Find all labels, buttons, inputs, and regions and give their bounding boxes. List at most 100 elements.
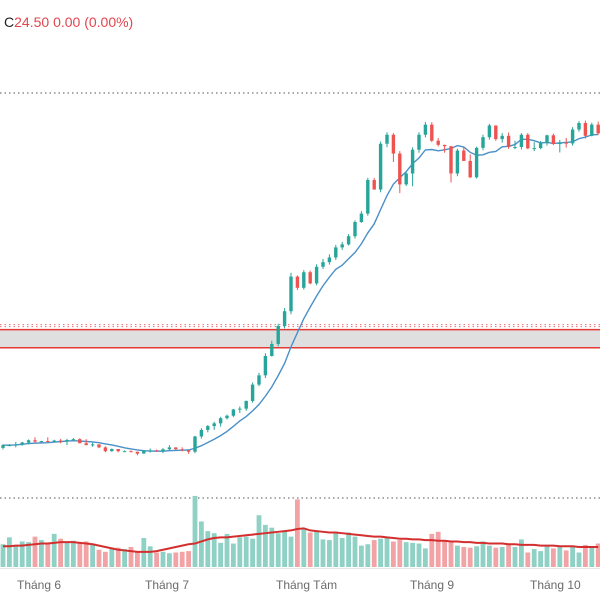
candle-body	[78, 439, 82, 444]
price-ma-line	[3, 133, 599, 452]
volume-bar	[282, 531, 287, 567]
candle-body	[596, 124, 600, 134]
volume-bar	[218, 542, 223, 567]
volume-bar	[493, 547, 499, 567]
candle-body	[545, 135, 549, 144]
candle-body	[90, 444, 95, 446]
volume-bar	[154, 552, 159, 567]
volume-bar	[45, 542, 51, 567]
volume-bar	[224, 533, 230, 567]
candle-body	[167, 447, 172, 450]
candle-body	[7, 445, 12, 447]
candle-body	[590, 124, 594, 136]
volume-bar	[557, 546, 563, 567]
volume-bar	[64, 542, 70, 567]
volume-bar	[269, 527, 275, 567]
volume-bar	[160, 551, 166, 567]
volume-bar	[448, 540, 454, 567]
candle-body	[193, 436, 197, 452]
candle-body	[39, 441, 44, 443]
volume-bar	[13, 546, 19, 567]
candle-body	[494, 125, 498, 140]
volume-bar	[576, 552, 582, 567]
candle-body	[487, 125, 492, 138]
candle-body	[212, 423, 216, 427]
volume-bar	[423, 548, 428, 567]
volume-bar	[442, 540, 447, 567]
candle-body	[65, 439, 69, 442]
candle-body	[346, 236, 351, 245]
candle-body	[263, 355, 268, 376]
volume-bar	[192, 495, 198, 567]
volume-bar	[301, 529, 307, 567]
candle-body	[378, 143, 383, 190]
candle-body	[404, 173, 408, 185]
volume-bar	[77, 542, 83, 567]
candle-body	[270, 343, 274, 356]
candle-body	[174, 447, 178, 450]
candle-body	[84, 443, 88, 446]
candle-body	[122, 451, 127, 453]
candle-body	[506, 135, 511, 148]
volume-bar	[51, 533, 57, 567]
volume-bar	[455, 545, 460, 567]
candle-body	[462, 150, 466, 161]
volume-bar	[519, 539, 524, 567]
candle-body	[110, 449, 114, 452]
candle-body	[513, 147, 517, 149]
candle-body	[186, 450, 191, 452]
candle-body	[583, 123, 588, 136]
close-value: 24.50	[14, 14, 50, 30]
candle-body	[180, 449, 184, 451]
volume-bar	[115, 547, 121, 567]
candle-body	[116, 449, 120, 452]
volume-bar	[551, 548, 556, 567]
candle-body	[302, 272, 306, 288]
volume-bar	[314, 531, 319, 567]
candle-body	[218, 418, 223, 424]
candle-body	[103, 447, 108, 452]
candle-body	[199, 429, 204, 437]
volume-bar	[461, 546, 467, 567]
volume-bar	[467, 547, 473, 567]
volume-bar	[480, 541, 486, 567]
candle-body	[398, 153, 402, 185]
candle-body	[500, 135, 504, 140]
volume-bar	[499, 546, 505, 567]
candle-body	[52, 440, 56, 442]
volume-bar	[583, 544, 588, 567]
volume-bar	[7, 537, 12, 567]
volume-bar	[563, 550, 569, 567]
candle-body	[385, 134, 389, 144]
candle-body	[455, 150, 460, 174]
volume-bar	[83, 541, 89, 567]
volume-bar	[352, 536, 358, 567]
candle-body	[551, 135, 556, 145]
volume-bar	[167, 553, 172, 567]
candle-body	[135, 451, 140, 454]
candle-body	[161, 449, 165, 452]
candle-body	[558, 142, 562, 145]
candle-body	[340, 244, 344, 248]
candle-body	[14, 444, 18, 446]
volume-bar	[135, 551, 140, 567]
volume-bar	[416, 543, 422, 567]
x-tick-label: Tháng Tám	[276, 578, 338, 592]
volume-bar	[250, 538, 255, 567]
volume-bar	[231, 543, 236, 567]
candle-body	[289, 276, 293, 312]
candle-body	[97, 444, 101, 448]
volume-bar	[211, 533, 217, 567]
volume-bar	[410, 542, 415, 567]
candle-body	[532, 148, 536, 150]
volume-bar	[512, 546, 518, 567]
volume-bar	[32, 536, 38, 567]
volume-bar	[339, 538, 345, 567]
volume-bar	[237, 537, 243, 567]
candle-body	[526, 134, 530, 149]
volume-bar	[109, 547, 115, 567]
volume-bar	[0, 544, 6, 567]
candle-body	[423, 124, 428, 135]
